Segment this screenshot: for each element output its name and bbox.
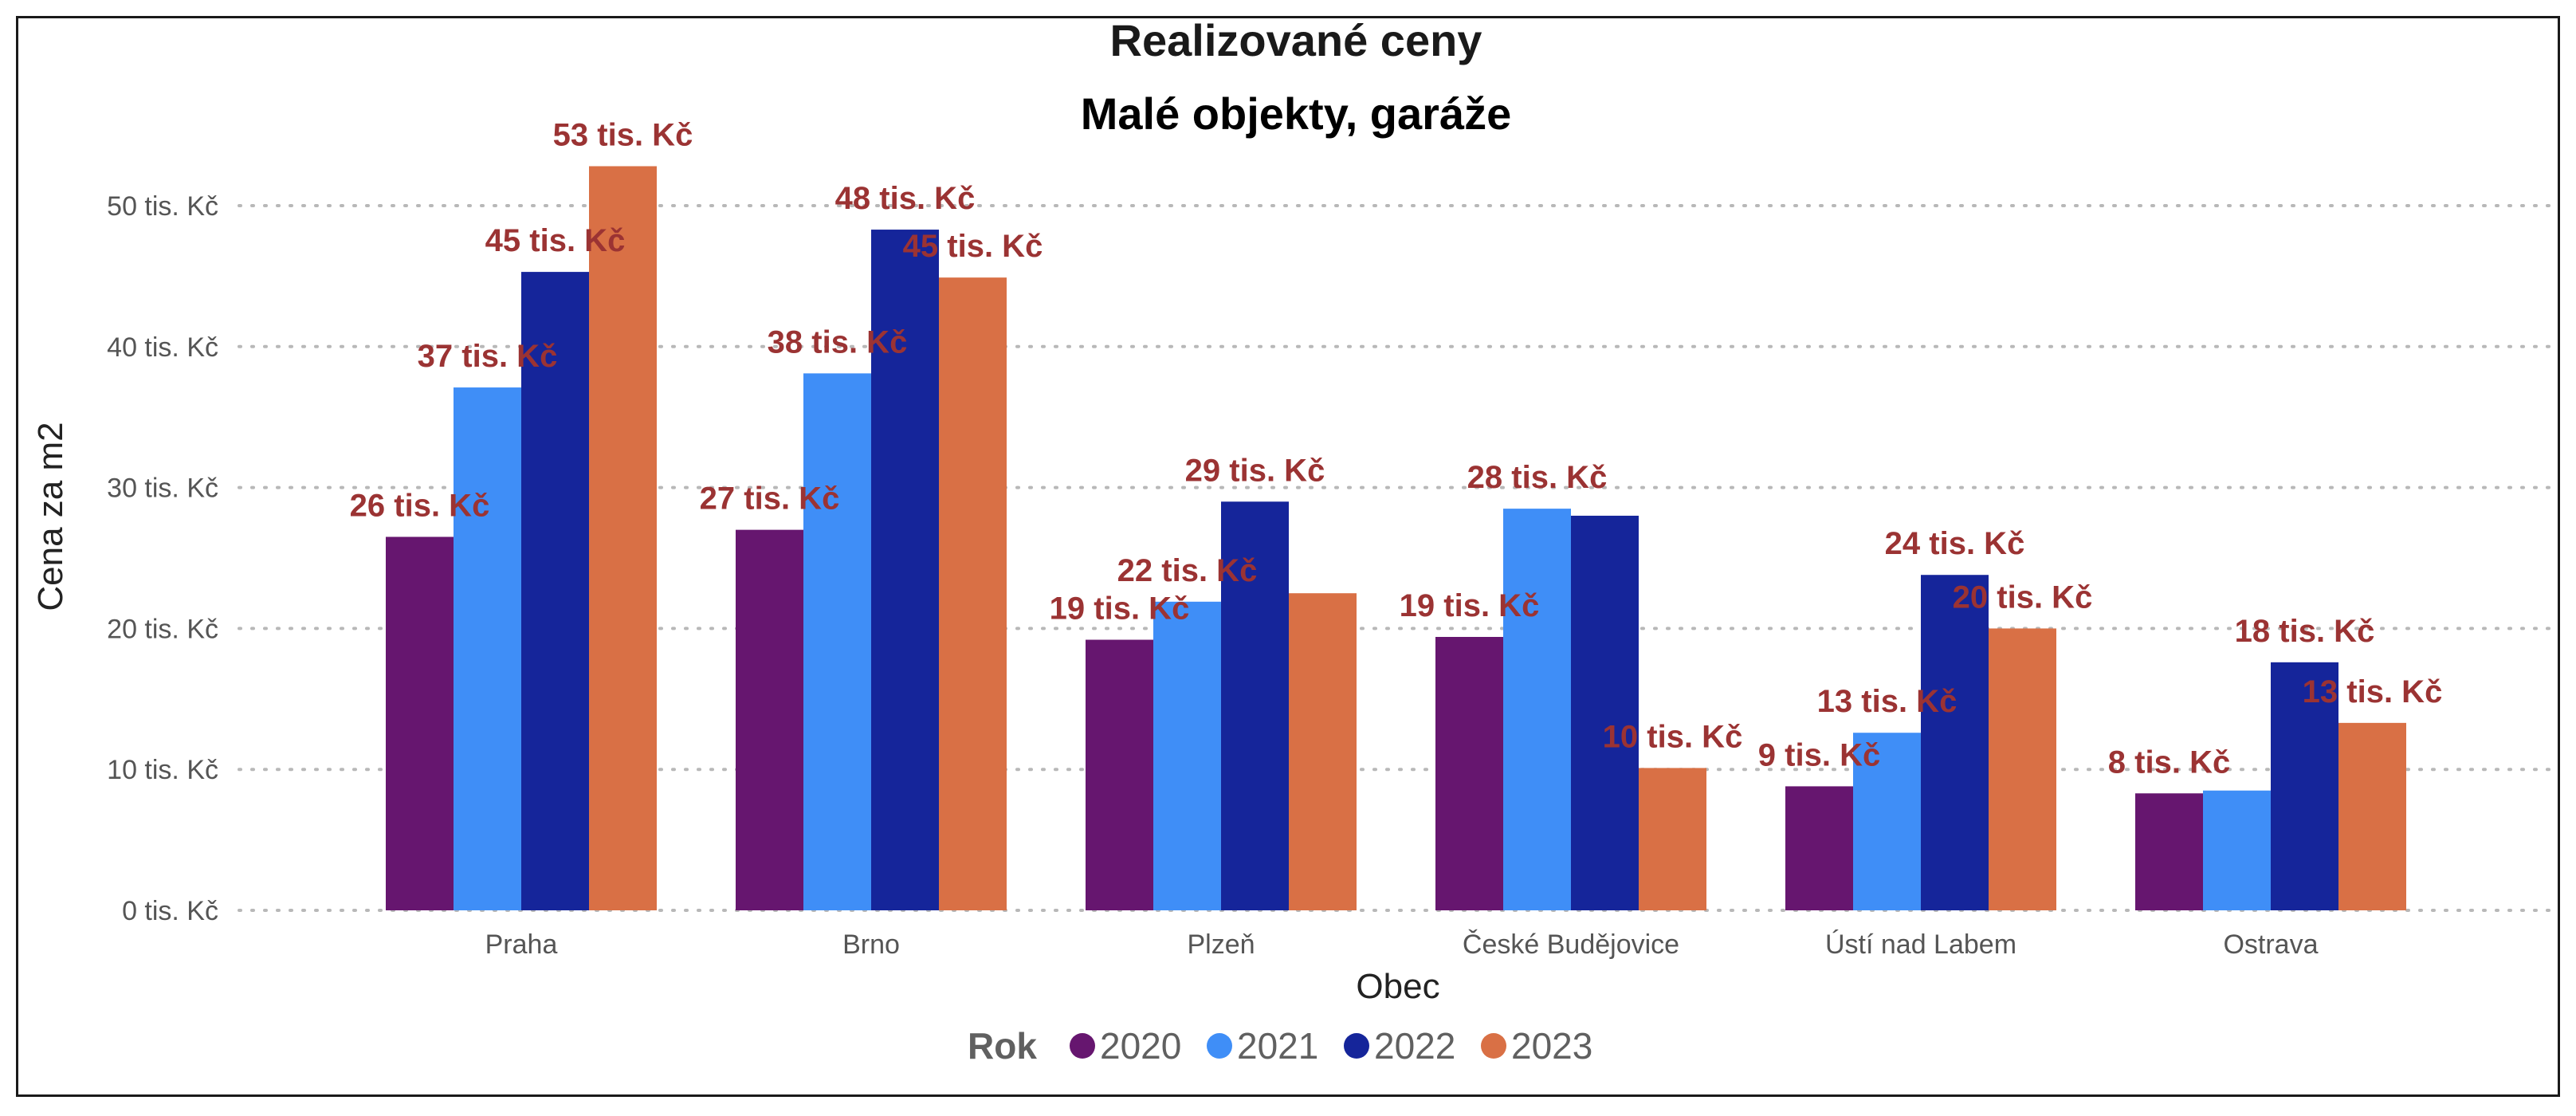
bar-2020-3: [1435, 637, 1503, 910]
bar-2020-5: [2135, 793, 2203, 910]
bar-2022-2: [1221, 501, 1289, 910]
chart-title: Realizované ceny: [1110, 15, 1482, 65]
bars: [386, 166, 2406, 911]
bar-2023-3: [1639, 768, 1706, 910]
bar-2021-3: [1503, 509, 1571, 910]
bar-2023-4: [1989, 628, 2056, 910]
x-tick-label: Ostrava: [2223, 929, 2318, 960]
bar-2021-2: [1153, 601, 1221, 910]
data-label: 38 tis. Kč: [768, 324, 908, 360]
data-label: 8 tis. Kč: [2108, 745, 2230, 780]
y-tick-label: 40 tis. Kč: [107, 332, 218, 363]
data-label: 37 tis. Kč: [418, 339, 558, 374]
bar-2023-2: [1289, 593, 1357, 910]
bar-2022-3: [1571, 515, 1639, 910]
chart-frame: [16, 16, 2560, 1097]
data-label: 19 tis. Kč: [1050, 591, 1190, 627]
legend-swatch-2021: [1207, 1033, 1232, 1059]
bar-2022-0: [521, 272, 589, 910]
y-tick-label: 20 tis. Kč: [107, 614, 218, 644]
data-label: 9 tis. Kč: [1758, 737, 1880, 772]
x-tick-label: České Budějovice: [1463, 929, 1679, 960]
data-label: 48 tis. Kč: [835, 181, 976, 216]
bar-2020-4: [1785, 786, 1853, 910]
chart-subtitle: Malé objekty, garáže: [1081, 88, 1512, 139]
data-label: 26 tis. Kč: [350, 488, 490, 523]
bar-2022-1: [871, 230, 939, 910]
data-label: 19 tis. Kč: [1400, 588, 1540, 623]
x-tick-label: Ústí nad Labem: [1825, 929, 2016, 960]
y-tick-label: 50 tis. Kč: [107, 191, 218, 222]
data-label: 22 tis. Kč: [1117, 553, 1258, 588]
bar-2020-0: [386, 536, 454, 910]
y-tick-label: 10 tis. Kč: [107, 755, 218, 785]
legend: Rok 2020 2021 2022 2023: [968, 1025, 1592, 1067]
x-tick-label: Praha: [485, 929, 558, 960]
x-axis-title: Obec: [1356, 967, 1439, 1006]
bar-2022-4: [1921, 575, 1989, 910]
bar-2022-5: [2271, 662, 2338, 910]
legend-title: Rok: [968, 1025, 1037, 1067]
data-label: 53 tis. Kč: [553, 117, 693, 152]
data-label: 20 tis. Kč: [1953, 580, 2093, 615]
x-tick-label: Brno: [842, 929, 900, 960]
x-tick-label: Plzeň: [1187, 929, 1255, 960]
bar-2020-2: [1086, 639, 1153, 910]
bar-2021-1: [803, 373, 871, 911]
data-label: 13 tis. Kč: [2303, 674, 2443, 709]
legend-swatch-2023: [1481, 1033, 1506, 1059]
bar-2023-1: [939, 277, 1007, 911]
data-label: 27 tis. Kč: [700, 481, 840, 517]
data-label: 24 tis. Kč: [1885, 526, 2025, 561]
legend-swatch-2022: [1344, 1033, 1369, 1059]
legend-item-2020: 2020: [1100, 1025, 1181, 1067]
legend-item-2022: 2022: [1374, 1025, 1455, 1067]
legend-item-2021: 2021: [1237, 1025, 1318, 1067]
bar-2023-5: [2338, 722, 2406, 910]
data-label: 45 tis. Kč: [485, 223, 626, 258]
data-label: 45 tis. Kč: [903, 229, 1043, 264]
y-axis-title: Cena za m2: [31, 422, 70, 611]
legend-item-2023: 2023: [1511, 1025, 1592, 1067]
legend-swatch-2020: [1070, 1033, 1095, 1059]
bar-2023-0: [589, 166, 657, 911]
bar-2020-1: [736, 529, 803, 910]
bar-2021-5: [2203, 790, 2271, 910]
y-axis-ticks: 0 tis. Kč 10 tis. Kč 20 tis. Kč 30 tis. Kč 4…: [107, 191, 218, 926]
bar-2021-0: [454, 387, 521, 910]
data-label: 29 tis. Kč: [1185, 453, 1325, 488]
data-label: 13 tis. Kč: [1817, 684, 1958, 719]
bar-2021-4: [1853, 733, 1921, 910]
x-axis-ticks: Praha Brno Plzeň České Budějovice Ústí nad L…: [485, 929, 2319, 960]
data-labels: 26 tis. Kč 27 tis. Kč 19 tis. Kč 19 tis. Kč…: [350, 117, 2443, 780]
data-label: 10 tis. Kč: [1603, 719, 1743, 754]
y-tick-label: 0 tis. Kč: [122, 896, 218, 926]
data-label: 18 tis. Kč: [2235, 614, 2375, 649]
data-label: 28 tis. Kč: [1467, 460, 1608, 495]
y-tick-label: 30 tis. Kč: [107, 474, 218, 504]
